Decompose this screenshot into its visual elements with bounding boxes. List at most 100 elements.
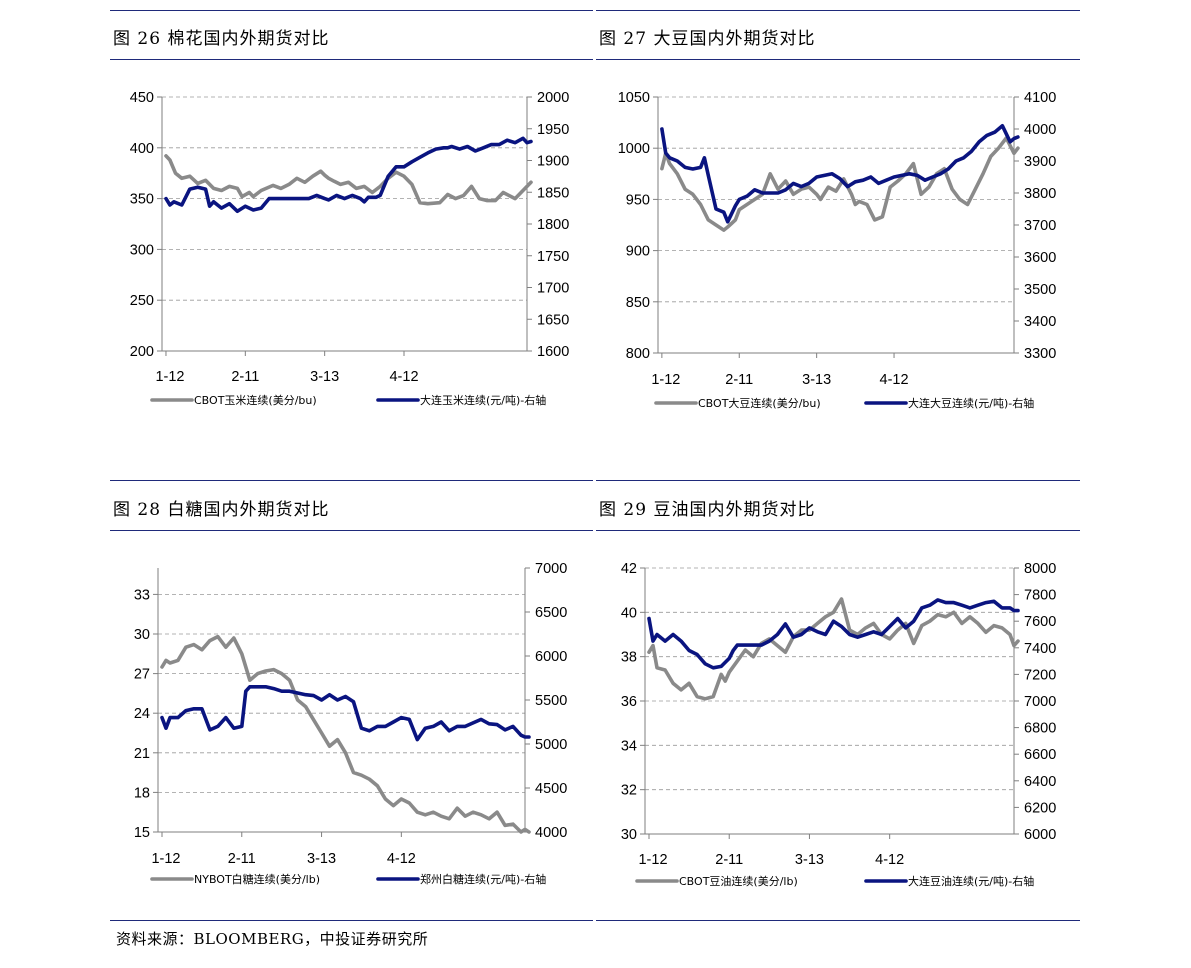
left-tick-label: 450: [130, 90, 154, 106]
x-tick-label: 3-13: [795, 852, 824, 868]
right-tick-label: 3600: [1024, 250, 1056, 266]
left-tick-label: 18: [134, 785, 150, 801]
left-tick-label: 24: [134, 706, 150, 722]
series-line-left-axis: [647, 597, 1020, 701]
right-tick-label: 2000: [537, 90, 569, 106]
series-line-right-axis: [164, 136, 533, 214]
x-tick-label: 1-12: [651, 372, 680, 388]
panel-title-soybean: 图 27 大豆国内外期货对比: [599, 29, 816, 49]
right-tick-label: 4500: [535, 781, 567, 797]
right-tick-label: 1800: [537, 217, 569, 233]
x-tick-label: 3-13: [802, 372, 831, 388]
panel-title-soyoil: 图 29 豆油国内外期货对比: [599, 500, 816, 520]
rule-mid-title-right: [596, 530, 1080, 531]
panel-title-sugar: 图 28 白糖国内外期货对比: [113, 500, 330, 520]
legend-label: CBOT豆油连续(美分/lb): [679, 874, 798, 888]
x-tick-label: 4-12: [880, 372, 909, 388]
series-line-left-axis: [164, 154, 533, 206]
rule-mid-title-left: [110, 530, 593, 531]
right-tick-label: 1950: [537, 122, 569, 138]
left-tick-label: 33: [134, 587, 150, 603]
source-footer: 资料来源：BLOOMBERG，中投证券研究所: [116, 930, 429, 948]
rule-mid-left: [110, 480, 593, 481]
right-tick-label: 1900: [537, 154, 569, 170]
x-tick-label: 4-12: [387, 851, 416, 867]
x-tick-label: 2-11: [231, 369, 259, 385]
right-tick-label: 6200: [1024, 800, 1056, 816]
left-tick-label: 36: [621, 694, 637, 710]
legend-label: 大连玉米连续(元/吨)-右轴: [420, 393, 546, 407]
left-tick-label: 400: [130, 141, 154, 157]
right-tick-label: 3800: [1024, 186, 1056, 202]
right-tick-label: 4000: [1024, 122, 1056, 138]
rule-mid-right: [596, 480, 1080, 481]
legend-label: NYBOT白糖连续(美分/lb): [194, 872, 320, 886]
right-tick-label: 4100: [1024, 90, 1056, 106]
right-tick-label: 5000: [535, 737, 567, 753]
x-tick-label: 2-11: [715, 852, 743, 868]
rule-bottom-left: [110, 920, 593, 921]
x-tick-label: 2-11: [228, 851, 256, 867]
left-tick-label: 850: [626, 295, 650, 311]
right-tick-label: 1600: [537, 344, 569, 360]
series-line-right-axis: [160, 684, 531, 742]
right-tick-label: 1650: [537, 312, 569, 328]
right-tick-label: 3700: [1024, 218, 1056, 234]
right-tick-label: 7400: [1024, 641, 1056, 657]
right-tick-label: 7000: [535, 561, 567, 577]
x-tick-label: 3-13: [307, 851, 336, 867]
legend-label: 大连大豆连续(元/吨)-右轴: [908, 396, 1034, 410]
rule-title-right: [596, 59, 1080, 60]
right-tick-label: 1750: [537, 249, 569, 265]
series-line-left-axis: [160, 634, 531, 834]
legend-label: 大连豆油连续(元/吨)-右轴: [908, 874, 1034, 888]
right-tick-label: 6400: [1024, 774, 1056, 790]
right-tick-label: 7200: [1024, 667, 1056, 683]
series-line-left-axis: [660, 136, 1020, 232]
right-tick-label: 6500: [535, 605, 567, 621]
x-tick-label: 3-13: [310, 369, 339, 385]
right-tick-label: 3400: [1024, 314, 1056, 330]
right-tick-label: 6000: [535, 649, 567, 665]
rule-bottom-right: [596, 920, 1080, 921]
left-tick-label: 300: [130, 242, 154, 258]
right-tick-label: 1700: [537, 281, 569, 297]
left-tick-label: 15: [134, 825, 150, 841]
rule-top-right: [596, 10, 1080, 11]
x-tick-label: 4-12: [875, 852, 904, 868]
left-tick-label: 30: [134, 627, 150, 643]
right-tick-label: 3900: [1024, 154, 1056, 170]
rule-title-left: [110, 59, 593, 60]
left-tick-label: 27: [134, 667, 150, 683]
left-tick-label: 900: [626, 244, 650, 260]
left-tick-label: 350: [130, 192, 154, 208]
x-tick-label: 2-11: [725, 372, 753, 388]
right-tick-label: 3300: [1024, 346, 1056, 362]
left-tick-label: 250: [130, 293, 154, 309]
panel-title-cotton: 图 26 棉花国内外期货对比: [113, 29, 330, 49]
left-tick-label: 950: [626, 192, 650, 208]
x-tick-label: 4-12: [389, 369, 418, 385]
right-tick-label: 4000: [535, 825, 567, 841]
legend-label: CBOT玉米连续(美分/bu): [194, 393, 317, 407]
x-tick-label: 1-12: [155, 369, 184, 385]
rule-top-left: [110, 10, 593, 11]
left-tick-label: 800: [626, 346, 650, 362]
series-line-right-axis: [660, 124, 1020, 224]
left-tick-label: 42: [621, 561, 637, 577]
left-tick-label: 32: [621, 783, 637, 799]
right-tick-label: 7600: [1024, 614, 1056, 630]
left-tick-label: 40: [621, 605, 637, 621]
left-tick-label: 200: [130, 344, 154, 360]
right-tick-label: 8000: [1024, 561, 1056, 577]
right-tick-label: 7000: [1024, 694, 1056, 710]
right-tick-label: 5500: [535, 693, 567, 709]
legend-label: 郑州白糖连续(元/吨)-右轴: [420, 872, 546, 886]
left-tick-label: 30: [621, 827, 637, 843]
right-tick-label: 6000: [1024, 827, 1056, 843]
x-tick-label: 1-12: [151, 851, 180, 867]
